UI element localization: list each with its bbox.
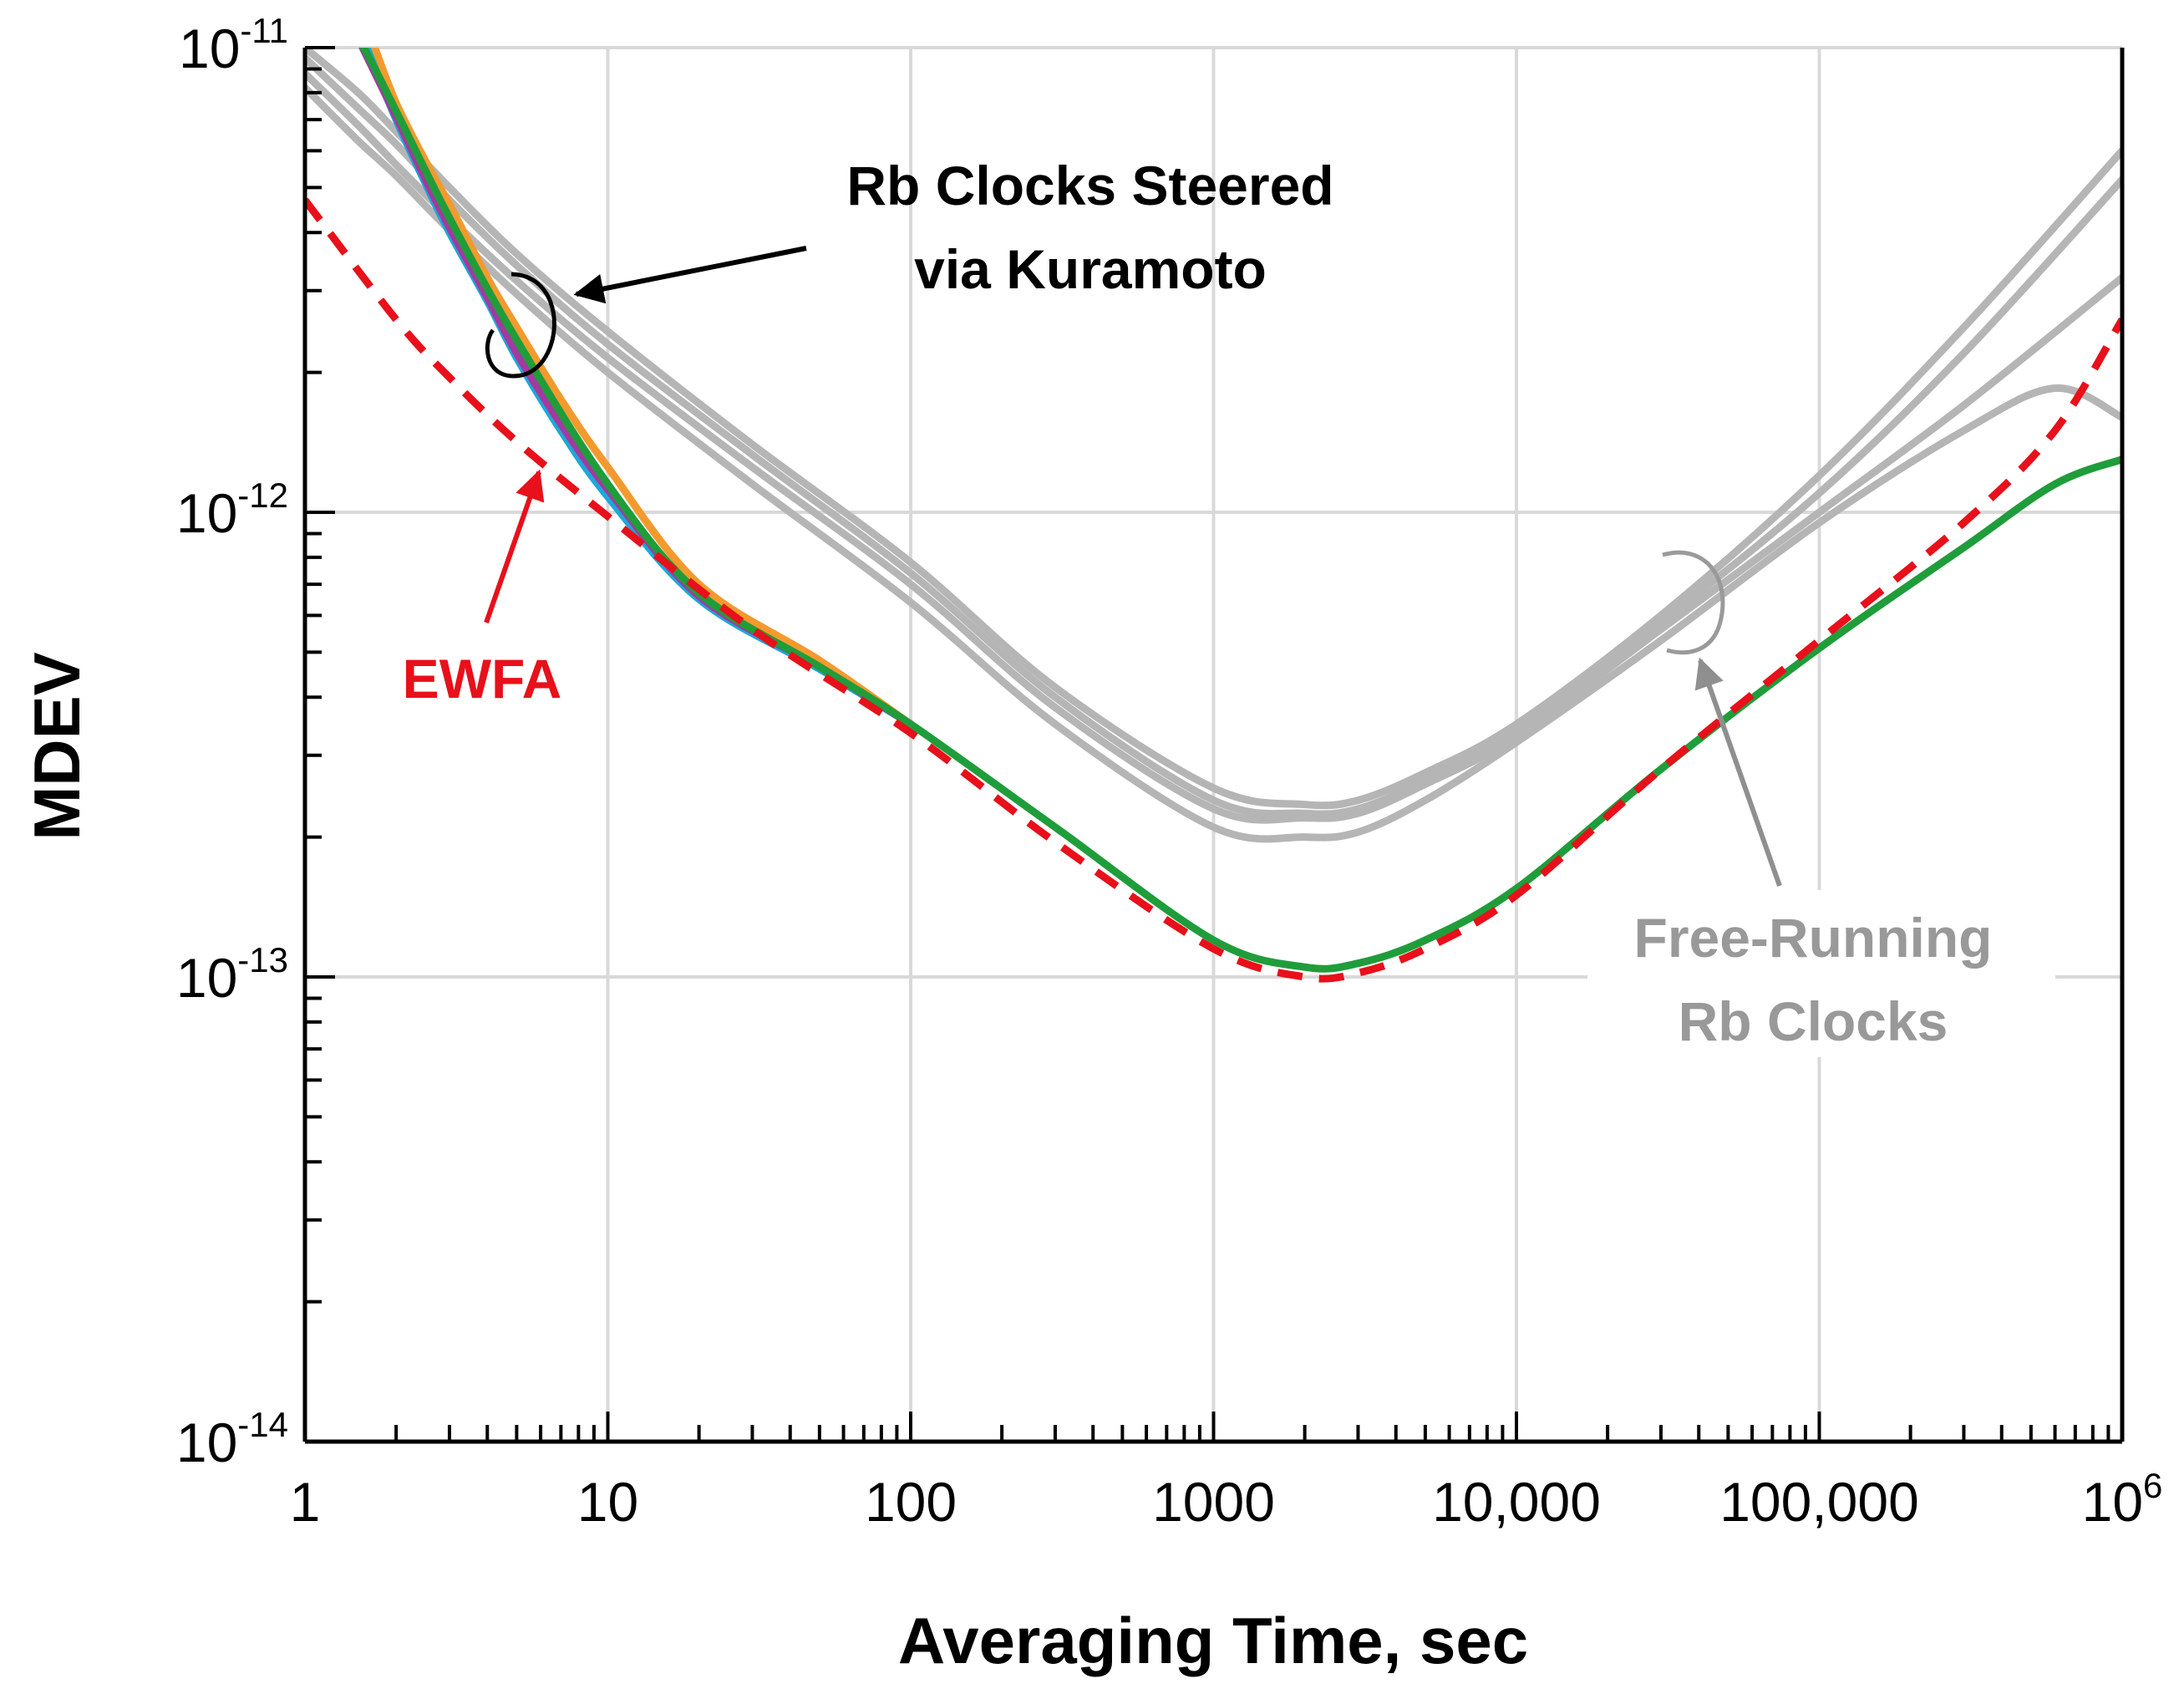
y-tick-label: 10-14 — [176, 1405, 288, 1473]
annotation-free-background — [1587, 890, 2055, 1057]
annotation-steered-line1: Rb Clocks Steered — [846, 155, 1333, 216]
series-line-steered-7 — [359, 48, 2122, 973]
annotation-free-arrow — [1694, 657, 1782, 887]
series-line-free-1 — [305, 53, 2122, 818]
y-tick-label-exponent: -12 — [237, 476, 288, 515]
y-tick-label: 10-13 — [176, 940, 288, 1009]
x-tick-label: 10 — [577, 1471, 638, 1533]
y-axis-title: MDEV — [20, 652, 94, 840]
series-line-ewfa-8 — [305, 197, 2122, 983]
annotation-ewfa-arrow — [484, 469, 545, 623]
annotation-free-line1: Free-Running — [1634, 907, 1993, 969]
y-tick-label-exponent: -14 — [237, 1405, 288, 1444]
y-tick-label-exponent: -11 — [240, 11, 288, 50]
annotation-steered-bracket — [485, 272, 556, 379]
x-tick-label: 100,000 — [1719, 1471, 1919, 1533]
y-tick-label: 10-11 — [179, 11, 288, 79]
annotation-free-line2: Rb Clocks — [1679, 990, 1948, 1052]
x-tick-label: 106 — [2082, 1466, 2163, 1533]
x-tick-label: 100 — [865, 1471, 957, 1533]
y-tick-label-exponent: -13 — [237, 940, 288, 979]
annotation-free-bracket — [1662, 550, 1725, 655]
series-line-free-2 — [305, 69, 2122, 824]
axis-ticks — [303, 46, 2124, 1443]
annotation-ewfa: EWFA — [403, 469, 562, 710]
series-line-steered-6 — [358, 48, 915, 728]
annotation-steered-arrow — [573, 246, 807, 304]
x-axis-title: Averaging Time, sec — [898, 1604, 1528, 1677]
annotation-free: Free-Running Rb Clocks — [1587, 550, 2055, 1057]
series-layer — [305, 48, 2122, 983]
annotation-ewfa-label: EWFA — [403, 648, 562, 710]
series-line-free-0 — [305, 48, 2122, 810]
series-line-free-3 — [305, 84, 2122, 843]
series-line-steered-4 — [371, 48, 915, 728]
y-tick-label: 10-12 — [176, 476, 288, 544]
annotation-steered: Rb Clocks Steered via Kuramoto — [485, 155, 1334, 379]
x-tick-label-exponent: 6 — [2143, 1466, 2162, 1505]
x-tick-label: 1 — [290, 1471, 321, 1533]
annotation-steered-line2: via Kuramoto — [914, 238, 1267, 300]
x-tick-label: 10,000 — [1432, 1471, 1601, 1533]
x-tick-label: 1000 — [1152, 1471, 1275, 1533]
